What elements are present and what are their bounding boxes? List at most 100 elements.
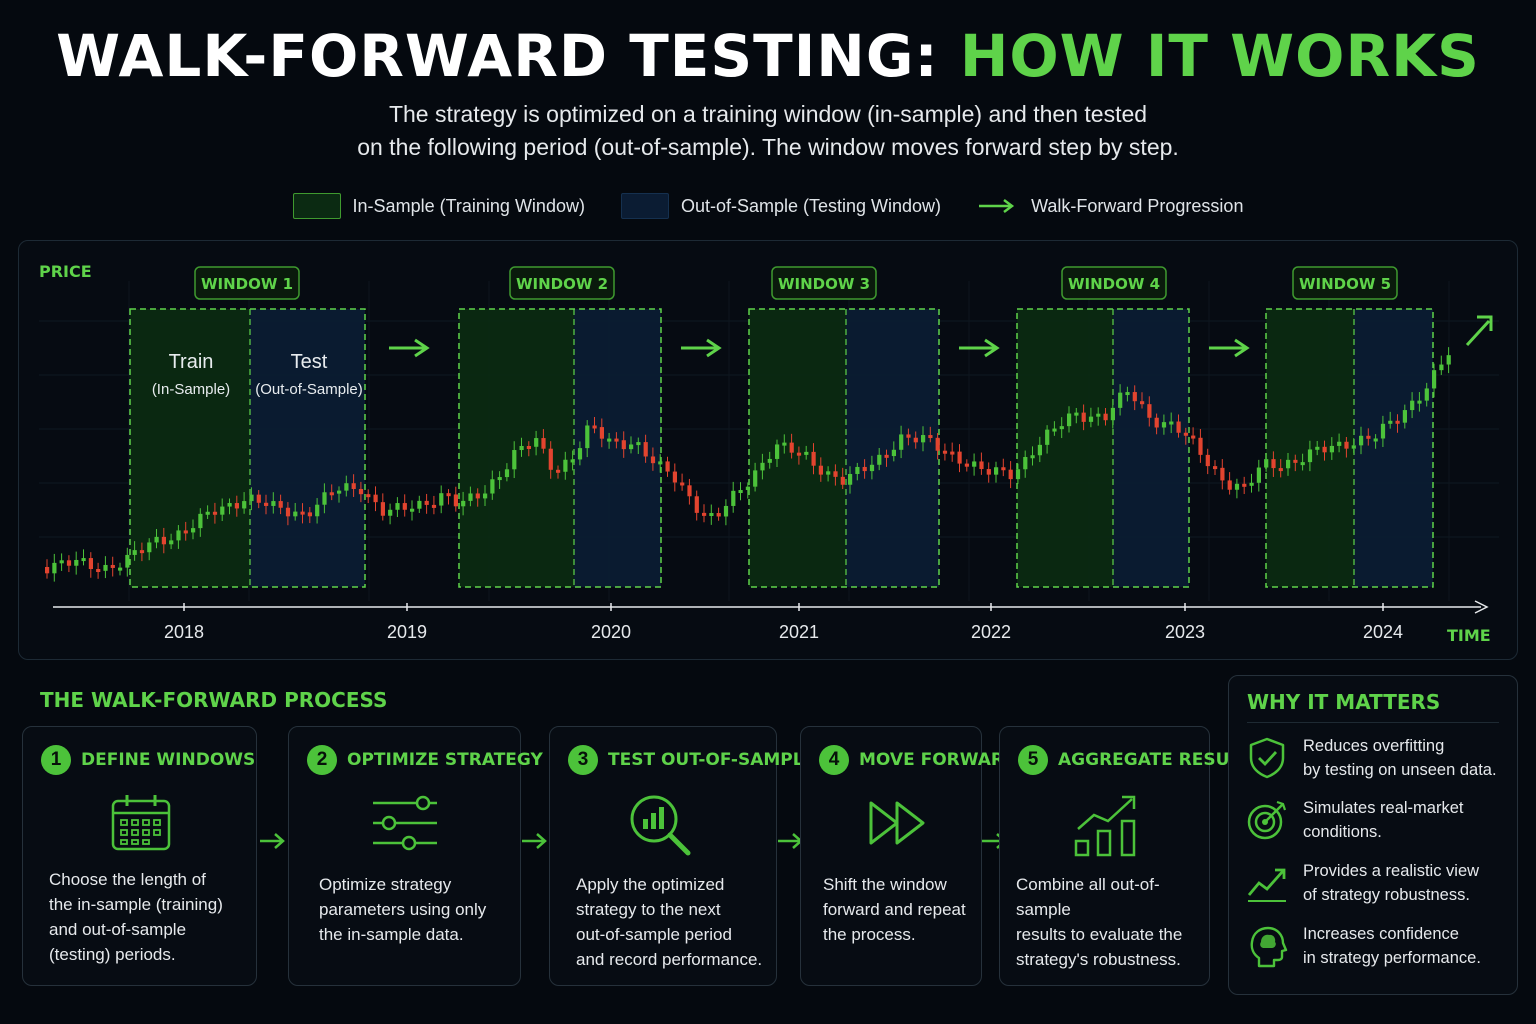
step-label: OPTIMIZE STRATEGY <box>347 750 543 770</box>
candle <box>1008 469 1013 480</box>
window-border <box>1265 308 1434 588</box>
candle <box>1446 355 1451 365</box>
candle <box>1278 468 1283 472</box>
candle <box>1001 467 1006 471</box>
candle <box>161 536 166 545</box>
candle <box>840 476 845 485</box>
candle <box>716 513 721 517</box>
candle <box>256 494 261 503</box>
why-text: Reduces overfitting by testing on unseen… <box>1303 737 1497 779</box>
step-number: 4 <box>819 745 849 775</box>
candle <box>439 493 444 506</box>
candle <box>1227 480 1232 490</box>
candle <box>548 448 553 470</box>
year-label: 2024 <box>1363 622 1403 642</box>
step-label: MOVE FORWARD <box>859 750 1019 770</box>
candle <box>1242 483 1247 487</box>
why-title: WHY IT MATTERS <box>1247 690 1441 714</box>
chart-canvas: WINDOW 1 WINDOW 2 WINDOW 3 WINDOW 4 WINDOW 5… <box>39 262 1499 645</box>
out-sample-region <box>250 309 365 587</box>
candle <box>1118 392 1123 408</box>
candle <box>563 459 568 472</box>
step-number: 5 <box>1018 745 1048 775</box>
candle <box>519 445 524 451</box>
candle <box>329 492 334 496</box>
candle <box>1132 392 1137 402</box>
candle <box>1205 454 1210 467</box>
step-head: 3 TEST OUT-OF-SAMPLE <box>568 745 815 775</box>
candle <box>118 567 123 571</box>
candle <box>1088 416 1094 422</box>
x-axis-ticks: 2018 2019 2020 2021 2022 2023 2024 <box>164 603 1403 642</box>
candle <box>59 560 64 564</box>
candle <box>592 425 597 429</box>
candle <box>1380 423 1386 439</box>
magnifier-chart-icon <box>630 795 691 856</box>
target-icon <box>1247 800 1287 840</box>
legend-out-sample: Out-of-Sample (Testing Window) <box>620 193 941 219</box>
step-test-out-of-sample: 3 TEST OUT-OF-SAMPLE Apply the optimized… <box>549 726 815 986</box>
window-label-box <box>509 266 615 300</box>
calendar-icon <box>111 795 171 851</box>
candle <box>826 471 831 475</box>
candle <box>431 504 437 508</box>
candle <box>234 503 239 509</box>
in-sample-swatch <box>292 193 341 219</box>
candle <box>490 479 495 494</box>
candle <box>1307 449 1313 463</box>
candle <box>811 451 816 466</box>
candle <box>169 540 174 545</box>
step-description: Optimize strategy parameters using only … <box>319 875 487 944</box>
in-sample-region <box>1017 309 1113 587</box>
candle <box>366 494 371 498</box>
chart-progression-arrows <box>389 315 1493 358</box>
out-sample-region <box>1113 309 1189 587</box>
window-label-box <box>1061 266 1167 300</box>
candle <box>315 504 320 517</box>
candle <box>994 467 999 475</box>
candle <box>1074 412 1079 416</box>
window-label: WINDOW 1 <box>201 275 293 293</box>
candle <box>585 425 590 449</box>
candle <box>760 462 765 471</box>
candle <box>1286 459 1291 469</box>
candle <box>979 461 984 470</box>
candle <box>242 501 247 509</box>
candle <box>380 502 385 516</box>
train-label: Train <box>169 351 214 373</box>
out-sample-swatch <box>620 193 669 219</box>
candle <box>570 459 575 463</box>
progression-arrow-head <box>414 338 430 358</box>
candle <box>1125 392 1130 396</box>
window-label-box <box>194 266 300 300</box>
candle <box>629 444 634 450</box>
candle <box>322 492 327 505</box>
candle <box>125 554 130 568</box>
candle <box>271 501 276 506</box>
candle <box>1081 412 1086 422</box>
step-number: 1 <box>41 745 71 775</box>
year-label: 2021 <box>779 622 819 642</box>
candle <box>1198 437 1203 455</box>
window-label-box <box>1292 266 1398 300</box>
candle <box>1439 364 1444 371</box>
why-divider <box>1247 722 1499 723</box>
why-text: Provides a realistic view of strategy ro… <box>1303 862 1480 904</box>
step-number: 3 <box>568 745 598 775</box>
trend-arrow-icon <box>1465 319 1491 347</box>
candle <box>307 512 312 517</box>
candle <box>1169 421 1174 425</box>
window-label: WINDOW 4 <box>1068 275 1160 293</box>
candle <box>833 471 838 477</box>
candle <box>782 442 787 446</box>
step-description: Shift the window forward and repeat the … <box>823 875 966 944</box>
candle <box>74 559 79 566</box>
candle <box>1373 438 1378 442</box>
step-head: 2 OPTIMIZE STRATEGY <box>307 745 543 775</box>
progression-arrow-head <box>1234 338 1250 358</box>
x-axis-arrow-icon <box>1474 600 1489 614</box>
candle <box>928 435 933 439</box>
candle <box>1191 435 1196 439</box>
candle <box>599 427 604 439</box>
candle <box>972 461 977 467</box>
